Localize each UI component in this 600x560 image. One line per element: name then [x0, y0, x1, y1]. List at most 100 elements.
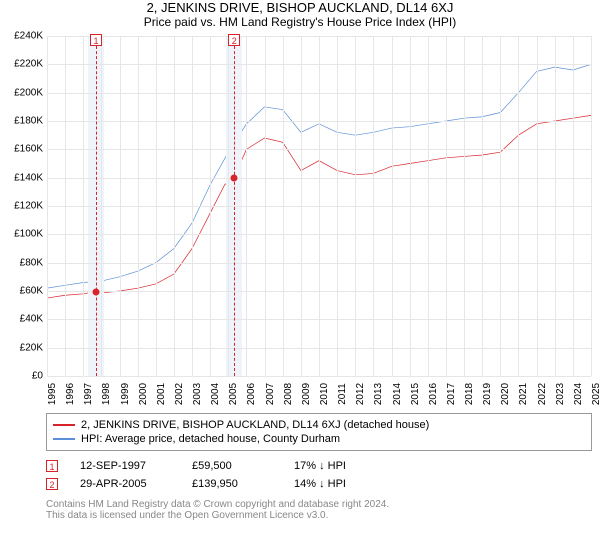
- gridline: [446, 36, 447, 376]
- gridline: [138, 36, 139, 376]
- gridline: [319, 36, 320, 376]
- x-axis-label: 2024: [573, 383, 584, 405]
- gridline: [482, 36, 483, 376]
- transaction-price: £139,950: [192, 478, 272, 490]
- gridline: [65, 36, 66, 376]
- x-axis-label: 2009: [301, 383, 312, 405]
- x-axis-label: 2017: [446, 383, 457, 405]
- x-axis-label: 2012: [355, 383, 366, 405]
- marker-flag: 1: [90, 34, 102, 46]
- legend-item: HPI: Average price, detached house, Coun…: [53, 432, 585, 446]
- x-axis-label: 2000: [138, 383, 149, 405]
- x-axis-label: 2021: [518, 383, 529, 405]
- footer-line: This data is licensed under the Open Gov…: [46, 510, 592, 521]
- gridline: [410, 36, 411, 376]
- transaction-diff: 14% ↓ HPI: [294, 478, 384, 490]
- marker-point: [231, 174, 238, 181]
- transaction-row: 1 12-SEP-1997 £59,500 17% ↓ HPI: [46, 457, 592, 475]
- marker-point: [92, 288, 99, 295]
- legend-swatch: [53, 438, 75, 440]
- x-axis-label: 2001: [156, 383, 167, 405]
- x-axis-label: 2011: [337, 383, 348, 405]
- gridline: [573, 36, 574, 376]
- transactions-table: 1 12-SEP-1997 £59,500 17% ↓ HPI 2 29-APR-2005…: [46, 457, 592, 493]
- footer-line: Contains HM Land Registry data © Crown c…: [46, 499, 592, 510]
- x-axis-label: 2015: [410, 383, 421, 405]
- x-axis-label: 1997: [83, 383, 94, 405]
- legend-label: 2, JENKINS DRIVE, BISHOP AUCKLAND, DL14 …: [81, 419, 429, 431]
- marker-line: [96, 36, 97, 376]
- gridline: [174, 36, 175, 376]
- gridline: [537, 36, 538, 376]
- gridline: [156, 36, 157, 376]
- gridline: [210, 36, 211, 376]
- x-axis-label: 2007: [265, 383, 276, 405]
- gridline: [283, 36, 284, 376]
- y-axis-label: £80K: [20, 257, 47, 268]
- page-title: 2, JENKINS DRIVE, BISHOP AUCKLAND, DL14 …: [0, 0, 600, 15]
- y-axis-label: £180K: [14, 116, 47, 127]
- x-axis-label: 2002: [174, 383, 185, 405]
- y-axis-label: £240K: [14, 31, 47, 42]
- x-axis-label: 2004: [210, 383, 221, 405]
- legend-label: HPI: Average price, detached house, Coun…: [81, 433, 340, 445]
- x-axis-label: 2025: [591, 383, 600, 405]
- gridline: [337, 36, 338, 376]
- x-axis-label: 1995: [47, 383, 58, 405]
- gridline: [47, 376, 591, 377]
- gridline: [555, 36, 556, 376]
- x-axis-label: 2005: [228, 383, 239, 405]
- x-axis-label: 2003: [192, 383, 203, 405]
- transaction-date: 12-SEP-1997: [80, 460, 170, 472]
- y-axis-label: £140K: [14, 172, 47, 183]
- x-axis-label: 1998: [101, 383, 112, 405]
- x-axis-label: 2008: [283, 383, 294, 405]
- transaction-marker: 2: [46, 478, 58, 490]
- gridline: [101, 36, 102, 376]
- gridline: [591, 36, 592, 376]
- plot-area: £0£20K£40K£60K£80K£100K£120K£140K£160K£1…: [47, 36, 591, 376]
- gridline: [464, 36, 465, 376]
- x-axis-label: 2014: [392, 383, 403, 405]
- transaction-row: 2 29-APR-2005 £139,950 14% ↓ HPI: [46, 475, 592, 493]
- y-axis-label: £20K: [20, 342, 47, 353]
- gridline: [500, 36, 501, 376]
- y-axis-label: £120K: [14, 201, 47, 212]
- transaction-price: £59,500: [192, 460, 272, 472]
- gridline: [47, 36, 48, 376]
- x-axis-label: 2018: [464, 383, 475, 405]
- x-axis-label: 1999: [120, 383, 131, 405]
- chart: £0£20K£40K£60K£80K£100K£120K£140K£160K£1…: [46, 35, 592, 395]
- gridline: [518, 36, 519, 376]
- x-axis-label: 2022: [537, 383, 548, 405]
- transaction-date: 29-APR-2005: [80, 478, 170, 490]
- marker-flag: 2: [228, 34, 240, 46]
- legend: 2, JENKINS DRIVE, BISHOP AUCKLAND, DL14 …: [46, 413, 592, 451]
- gridline: [428, 36, 429, 376]
- gridline: [228, 36, 229, 376]
- x-axis-label: 1996: [65, 383, 76, 405]
- x-axis-label: 2013: [373, 383, 384, 405]
- y-axis-label: £40K: [20, 314, 47, 325]
- x-axis-label: 2006: [246, 383, 257, 405]
- gridline: [392, 36, 393, 376]
- legend-swatch: [53, 424, 75, 426]
- gridline: [120, 36, 121, 376]
- x-axis-label: 2020: [500, 383, 511, 405]
- gridline: [355, 36, 356, 376]
- y-axis-label: £220K: [14, 59, 47, 70]
- x-axis-label: 2010: [319, 383, 330, 405]
- gridline: [192, 36, 193, 376]
- x-axis-label: 2019: [482, 383, 493, 405]
- gridline: [83, 36, 84, 376]
- transaction-marker: 1: [46, 460, 58, 472]
- attribution-footer: Contains HM Land Registry data © Crown c…: [46, 499, 592, 521]
- y-axis-label: £200K: [14, 87, 47, 98]
- y-axis-label: £160K: [14, 144, 47, 155]
- y-axis-label: £60K: [20, 286, 47, 297]
- gridline: [265, 36, 266, 376]
- gridline: [301, 36, 302, 376]
- legend-item: 2, JENKINS DRIVE, BISHOP AUCKLAND, DL14 …: [53, 418, 585, 432]
- transaction-diff: 17% ↓ HPI: [294, 460, 384, 472]
- y-axis-label: £100K: [14, 229, 47, 240]
